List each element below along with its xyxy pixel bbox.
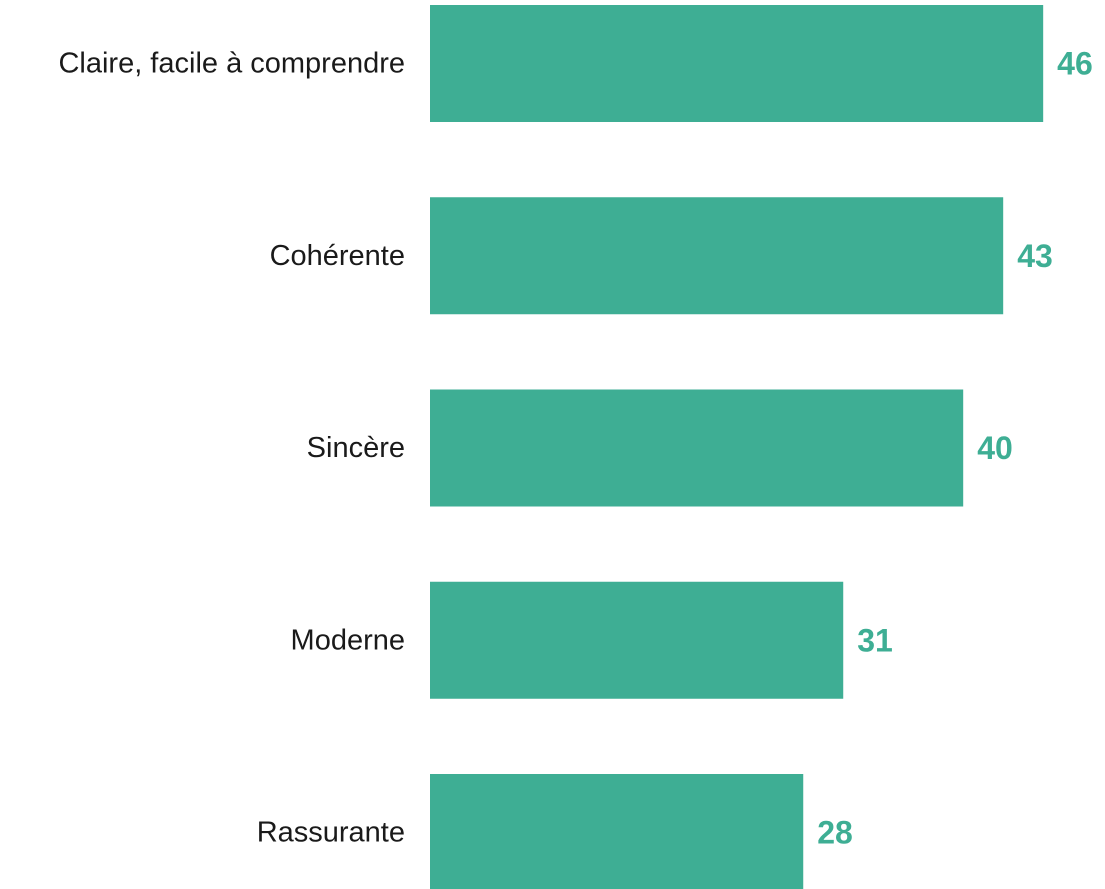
bar-4 [430,774,804,889]
value-label-4: 28 [817,815,853,851]
category-label-4: Rassurante [257,817,405,849]
bar-1 [430,197,1004,315]
value-label-2: 40 [977,430,1013,466]
bars-group [430,5,1044,889]
category-label-2: Sincère [307,432,405,464]
bar-0 [430,5,1044,122]
category-label-0: Claire, facile à comprendre [58,48,405,80]
category-label-3: Moderne [291,624,405,656]
value-label-3: 31 [857,622,893,658]
value-labels-group: 46 43 40 31 28 [817,46,1093,851]
category-label-1: Cohérente [270,240,405,272]
bar-2 [430,389,964,507]
value-label-1: 43 [1017,238,1053,274]
value-label-0: 46 [1057,46,1093,82]
category-labels-group: Claire, facile à comprendre Cohérente Sinc… [58,48,405,849]
bar-3 [430,581,844,699]
